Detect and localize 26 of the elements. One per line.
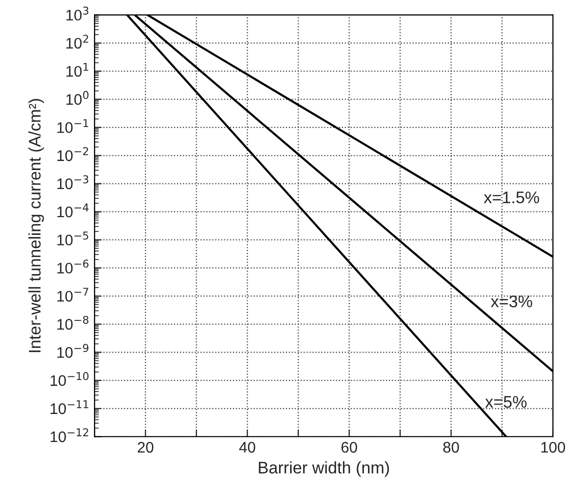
x-tick-label: 20 bbox=[138, 442, 154, 453]
y-tick-label: 10$^{−2}$ bbox=[57, 147, 88, 162]
series-label: x=3% bbox=[490, 296, 532, 308]
y-axis-title: Inter-well tunneling current (A/cm²) bbox=[28, 99, 44, 352]
y-tick-label: 10$^{−1}$ bbox=[57, 119, 88, 133]
x-tick-label: 100 bbox=[541, 442, 566, 453]
series-label: x=1.5% bbox=[484, 192, 540, 204]
y-tick-label: 10$^{−12}$ bbox=[50, 428, 88, 442]
x-tick-label: 60 bbox=[341, 442, 358, 453]
y-tick-label: 10$^{−4}$ bbox=[57, 204, 89, 218]
y-tick-label: 10$^{−8}$ bbox=[57, 316, 88, 330]
y-tick-label: 10$^{−9}$ bbox=[57, 344, 88, 358]
y-tick-label: 10$^{2}$ bbox=[66, 34, 88, 49]
x-tick-label: 40 bbox=[239, 442, 256, 453]
y-tick-label: 10$^{−10}$ bbox=[50, 372, 88, 386]
y-tick-label: 10$^{1}$ bbox=[66, 62, 88, 77]
y-tick-label: 10$^{−5}$ bbox=[57, 232, 88, 246]
y-tick-label: 10$^{3}$ bbox=[66, 6, 88, 21]
x-tick-label: 80 bbox=[443, 442, 459, 453]
y-tick-label: 10$^{−3}$ bbox=[57, 175, 88, 190]
y-tick-label: 10$^{−11}$ bbox=[50, 400, 88, 414]
series-label: x=5% bbox=[485, 396, 527, 408]
y-tick-label: 10$^{−6}$ bbox=[57, 260, 88, 274]
y-tick-label: 10$^{−7}$ bbox=[57, 288, 88, 302]
x-axis-title: Barrier width (nm) bbox=[258, 461, 389, 477]
y-tick-label: 10$^{0}$ bbox=[66, 90, 88, 105]
